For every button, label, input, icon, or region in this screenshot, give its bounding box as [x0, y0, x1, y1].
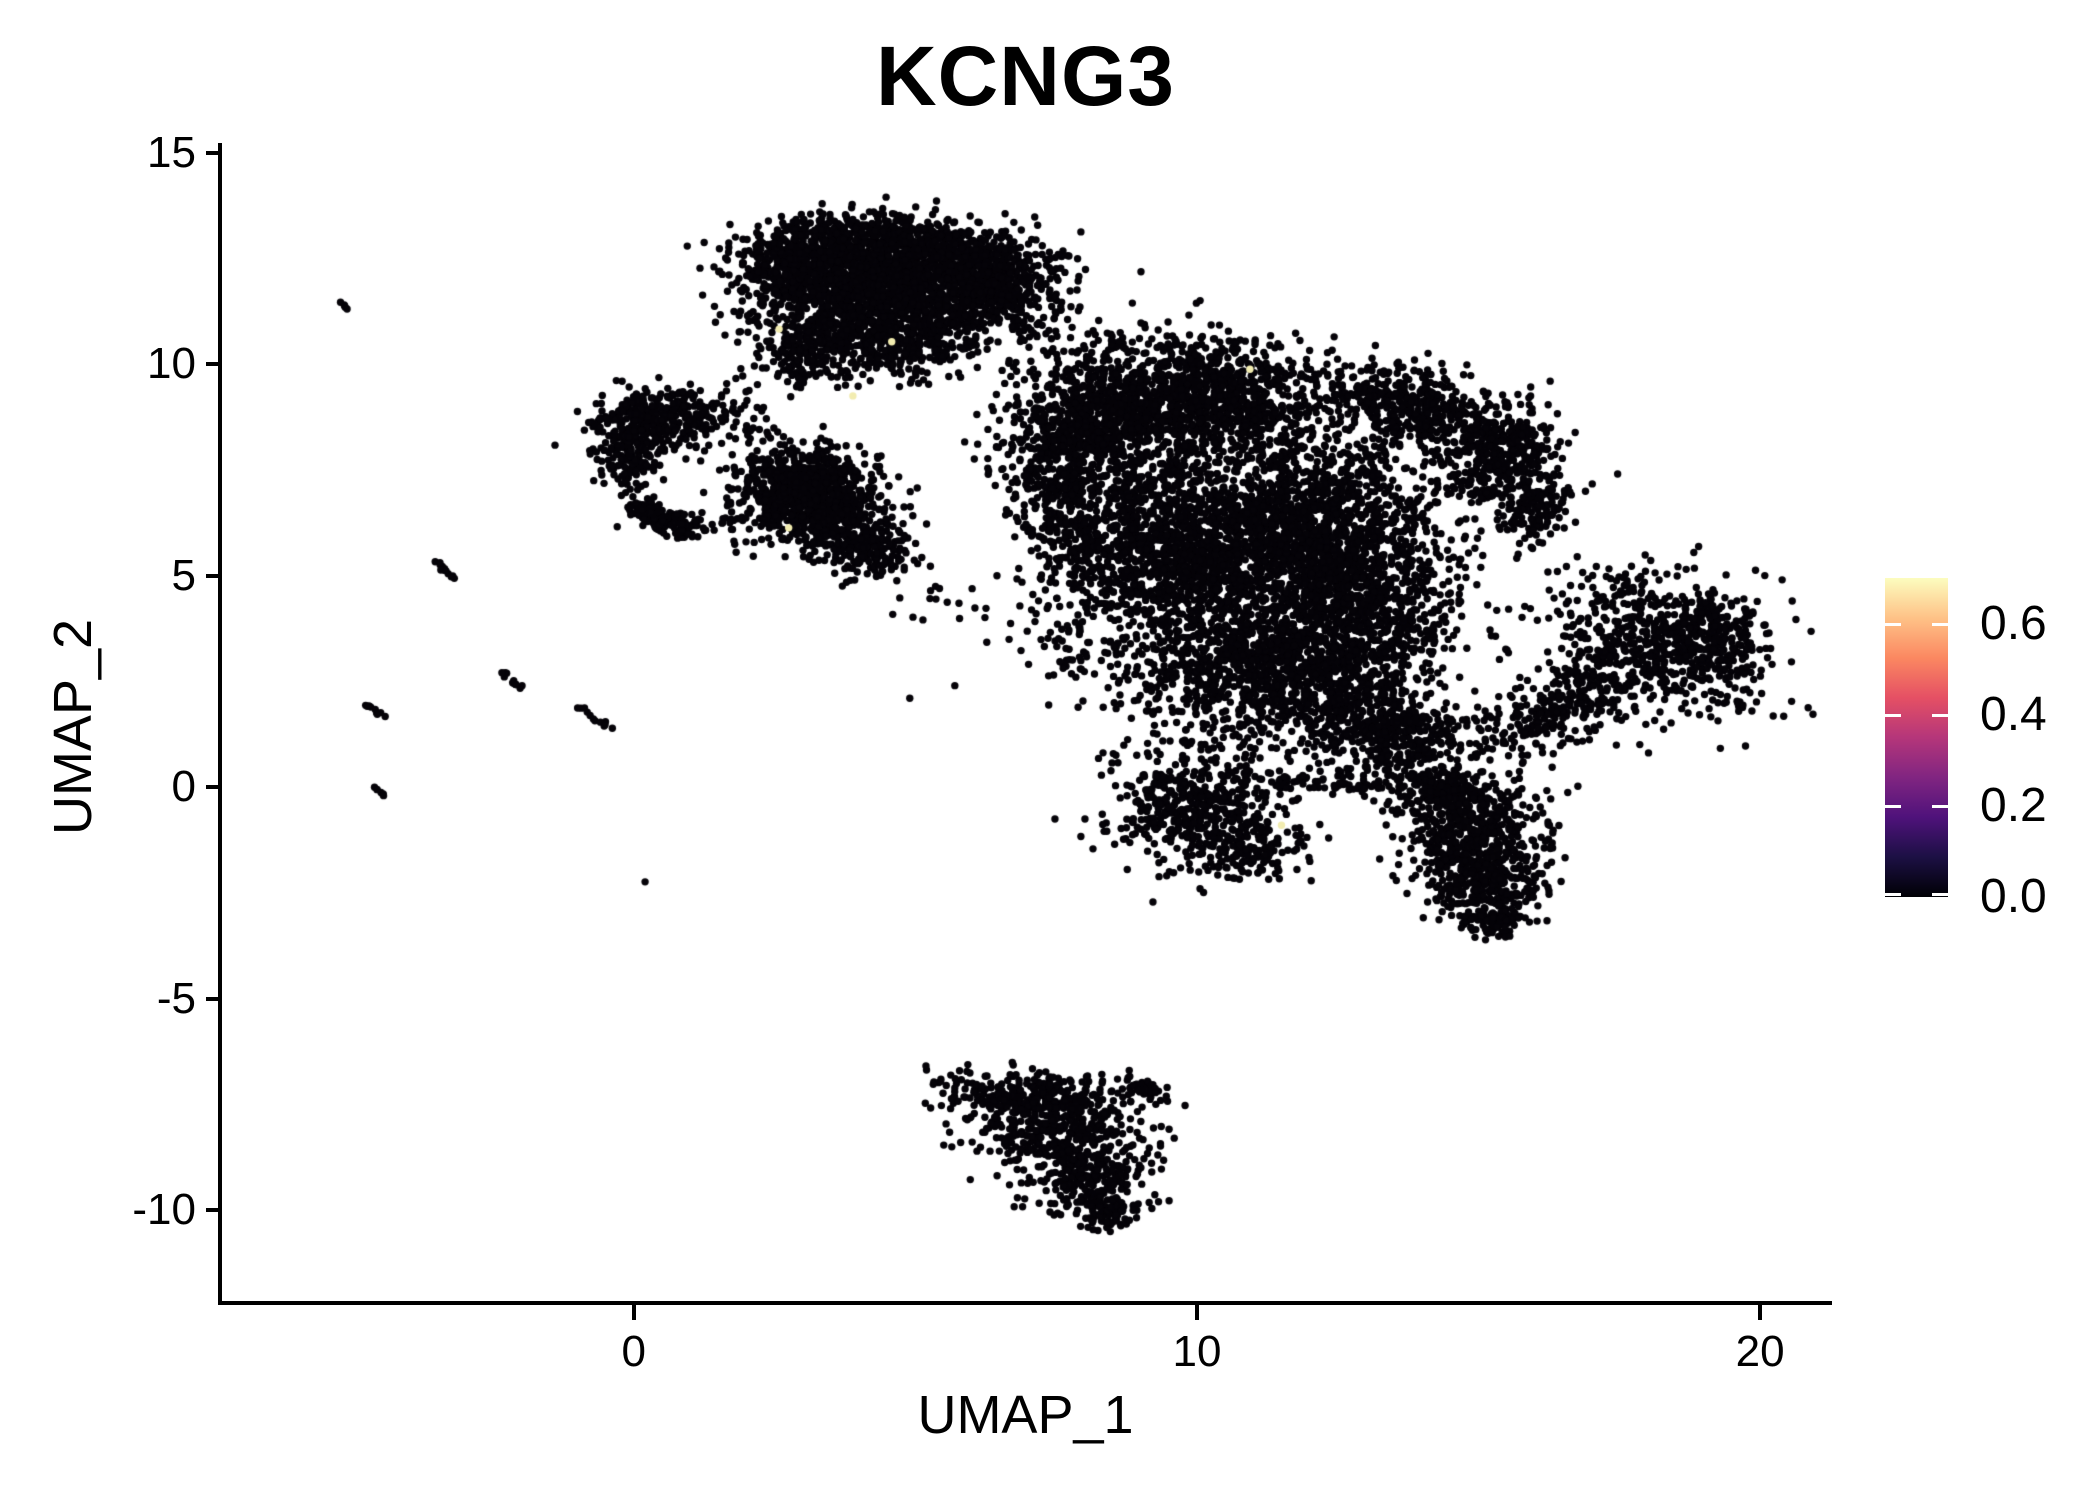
x-tick-mark: [631, 1305, 636, 1320]
y-tick-label: 10: [147, 339, 196, 389]
x-axis-title: UMAP_1: [917, 1385, 1134, 1445]
y-tick-mark: [206, 785, 221, 790]
x-tick-label: 0: [621, 1327, 647, 1376]
x-axis-line: [218, 1301, 1832, 1305]
y-axis-line: [218, 143, 222, 1305]
colorbar-tick-mark: [1885, 713, 1901, 717]
colorbar-tick-mark: [1885, 804, 1901, 808]
colorbar-tick-mark: [1885, 893, 1901, 896]
y-tick-label: 0: [171, 762, 196, 812]
colorbar-tick-label: 0.4: [1980, 687, 2047, 741]
y-tick-mark: [206, 996, 221, 1001]
y-tick-label: 15: [147, 127, 196, 177]
colorbar-tick-mark: [1932, 893, 1948, 896]
x-tick-label: 10: [1172, 1327, 1222, 1376]
y-tick-mark: [206, 573, 221, 578]
y-tick-mark: [206, 362, 221, 367]
colorbar-tick-mark: [1932, 713, 1948, 717]
x-tick-mark: [1758, 1305, 1763, 1320]
colorbar-tick-mark: [1932, 622, 1948, 626]
colorbar-tick-label: 0.2: [1980, 778, 2047, 832]
x-tick-label: 20: [1735, 1327, 1785, 1376]
colorbar-gradient: [1885, 578, 1948, 897]
y-tick-mark: [206, 1208, 221, 1213]
y-tick-label: 5: [171, 550, 196, 600]
y-axis-title: UMAP_2: [43, 618, 103, 836]
x-tick-mark: [1194, 1305, 1199, 1320]
y-tick-label: -10: [132, 1185, 196, 1235]
colorbar-tick-label: 0.6: [1980, 596, 2047, 650]
colorbar-tick-mark: [1932, 804, 1948, 808]
colorbar-tick-label: 0.0: [1980, 870, 2047, 923]
y-tick-mark: [206, 150, 221, 155]
y-tick-label: -5: [156, 973, 196, 1023]
colorbar-tick-mark: [1885, 622, 1901, 626]
